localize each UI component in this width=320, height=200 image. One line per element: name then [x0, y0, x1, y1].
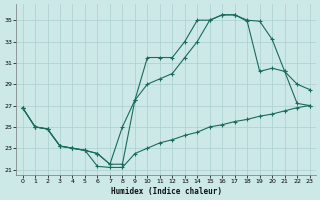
X-axis label: Humidex (Indice chaleur): Humidex (Indice chaleur): [111, 187, 221, 196]
